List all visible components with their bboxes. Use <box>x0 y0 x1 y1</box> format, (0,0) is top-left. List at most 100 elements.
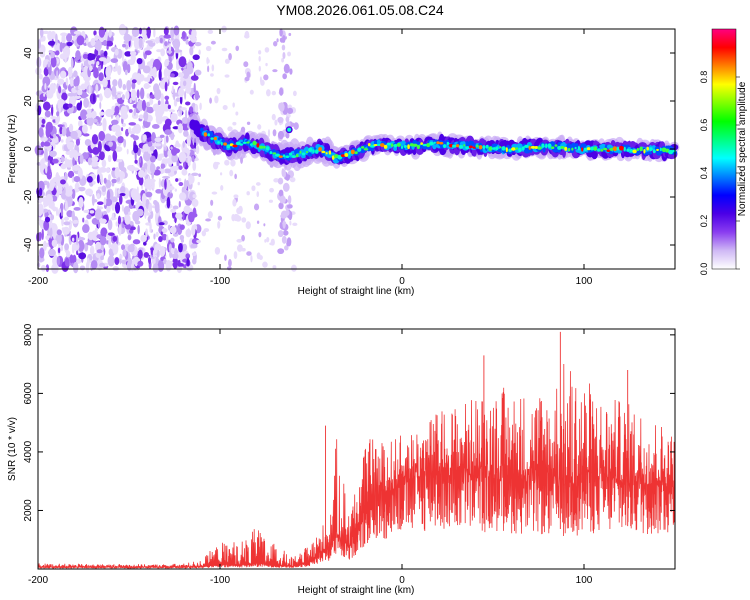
noise-blob <box>273 41 278 47</box>
noise-blob <box>149 98 154 105</box>
snr-frame <box>37 328 676 570</box>
noise-blob <box>125 90 130 100</box>
noise-blob <box>266 236 270 243</box>
noise-blob <box>159 37 163 44</box>
noise-blob <box>42 101 51 111</box>
ridge-hotspot <box>321 150 326 154</box>
ridge-hotspot <box>449 144 454 148</box>
noise-blob <box>279 28 283 37</box>
noise-blob <box>149 210 154 220</box>
noise-blob <box>164 41 168 47</box>
noise-blob <box>136 208 144 217</box>
noise-blob <box>174 188 177 192</box>
noise-blob <box>75 86 79 91</box>
ridge-hotspot <box>472 146 476 149</box>
noise-blob <box>285 132 290 139</box>
noise-blob <box>186 257 190 267</box>
noise-blob <box>264 47 270 53</box>
noise-blob <box>38 187 43 197</box>
noise-blob <box>112 150 118 162</box>
noise-blob <box>47 61 51 68</box>
ridge-hotspot <box>554 144 558 147</box>
noise-blob <box>145 222 151 226</box>
noise-blob <box>152 66 157 78</box>
noise-blob <box>76 35 85 46</box>
noise-blob <box>68 173 73 177</box>
noise-blob <box>112 235 118 242</box>
noise-blob <box>129 97 132 104</box>
noise-blob <box>277 116 284 124</box>
noise-blob <box>154 137 162 143</box>
noise-blob <box>107 77 111 89</box>
ridge-hotspot <box>478 145 483 150</box>
noise-blob <box>60 70 67 79</box>
ridge-hotspot <box>551 146 555 149</box>
noise-blob <box>217 215 223 221</box>
noise-blob <box>114 166 120 179</box>
noise-blob <box>258 65 261 72</box>
ridge-hotspot <box>357 147 362 152</box>
ridge-hotspot <box>301 152 306 156</box>
noise-blob <box>86 214 92 220</box>
noise-blob <box>69 71 73 76</box>
noise-blob <box>42 240 47 251</box>
ridge-hotspot <box>396 142 401 147</box>
ridge-hotspot <box>226 144 231 149</box>
noise-blob <box>121 122 126 127</box>
ridge-hotspot <box>256 143 260 148</box>
ridge-hotspot <box>318 147 323 152</box>
noise-blob <box>56 70 59 79</box>
noise-blob <box>189 46 194 56</box>
ridge-hotspot <box>534 146 539 149</box>
noise-blob <box>59 126 63 135</box>
noise-blob <box>175 212 183 220</box>
snr-x-ticks: -200 -100 0 100 <box>28 329 593 586</box>
ridge-hotspot <box>593 146 598 151</box>
noise-blob <box>272 265 277 270</box>
noise-blob <box>233 251 238 260</box>
noise-blob <box>64 172 68 181</box>
ridge-hotspot <box>305 150 309 154</box>
noise-blob <box>263 74 269 81</box>
noise-blob <box>272 129 277 137</box>
noise-blob <box>121 204 124 212</box>
noise-blob <box>154 212 159 224</box>
noise-blob <box>191 198 199 208</box>
noise-blob <box>45 165 48 174</box>
noise-blob <box>182 243 188 252</box>
noise-blob <box>98 57 107 62</box>
noise-blob <box>126 148 129 155</box>
ridge-hotspot <box>412 143 418 147</box>
ridge-hotspot <box>314 149 319 154</box>
noise-blob <box>181 31 186 40</box>
noise-blob <box>98 167 107 173</box>
noise-blob <box>160 93 164 105</box>
ridge-hotspot <box>590 146 594 151</box>
noise-blob <box>171 154 179 163</box>
noise-blob <box>146 101 151 108</box>
noise-blob <box>41 158 45 169</box>
noise-blob <box>81 124 88 134</box>
noise-blob <box>126 79 132 92</box>
noise-blob <box>264 239 267 243</box>
noise-blob <box>165 59 169 67</box>
noise-blob <box>78 196 84 208</box>
noise-blob <box>107 154 112 163</box>
noise-blob <box>63 216 70 221</box>
noise-blob <box>80 83 86 91</box>
noise-blob <box>232 198 237 207</box>
noise-blob <box>86 108 92 113</box>
noise-blob <box>81 152 89 160</box>
noise-blob <box>185 85 192 94</box>
ridge-hotspot <box>475 144 479 148</box>
ridge-hotspot <box>537 146 542 150</box>
noise-blob <box>241 234 245 242</box>
ridge-hotspot <box>207 133 210 137</box>
noise-blob <box>192 207 197 218</box>
noise-blob <box>281 44 286 51</box>
noise-blob <box>222 105 228 111</box>
noise-blob <box>102 124 107 132</box>
ridge-hotspot <box>643 149 646 154</box>
noise-blob <box>141 99 147 111</box>
